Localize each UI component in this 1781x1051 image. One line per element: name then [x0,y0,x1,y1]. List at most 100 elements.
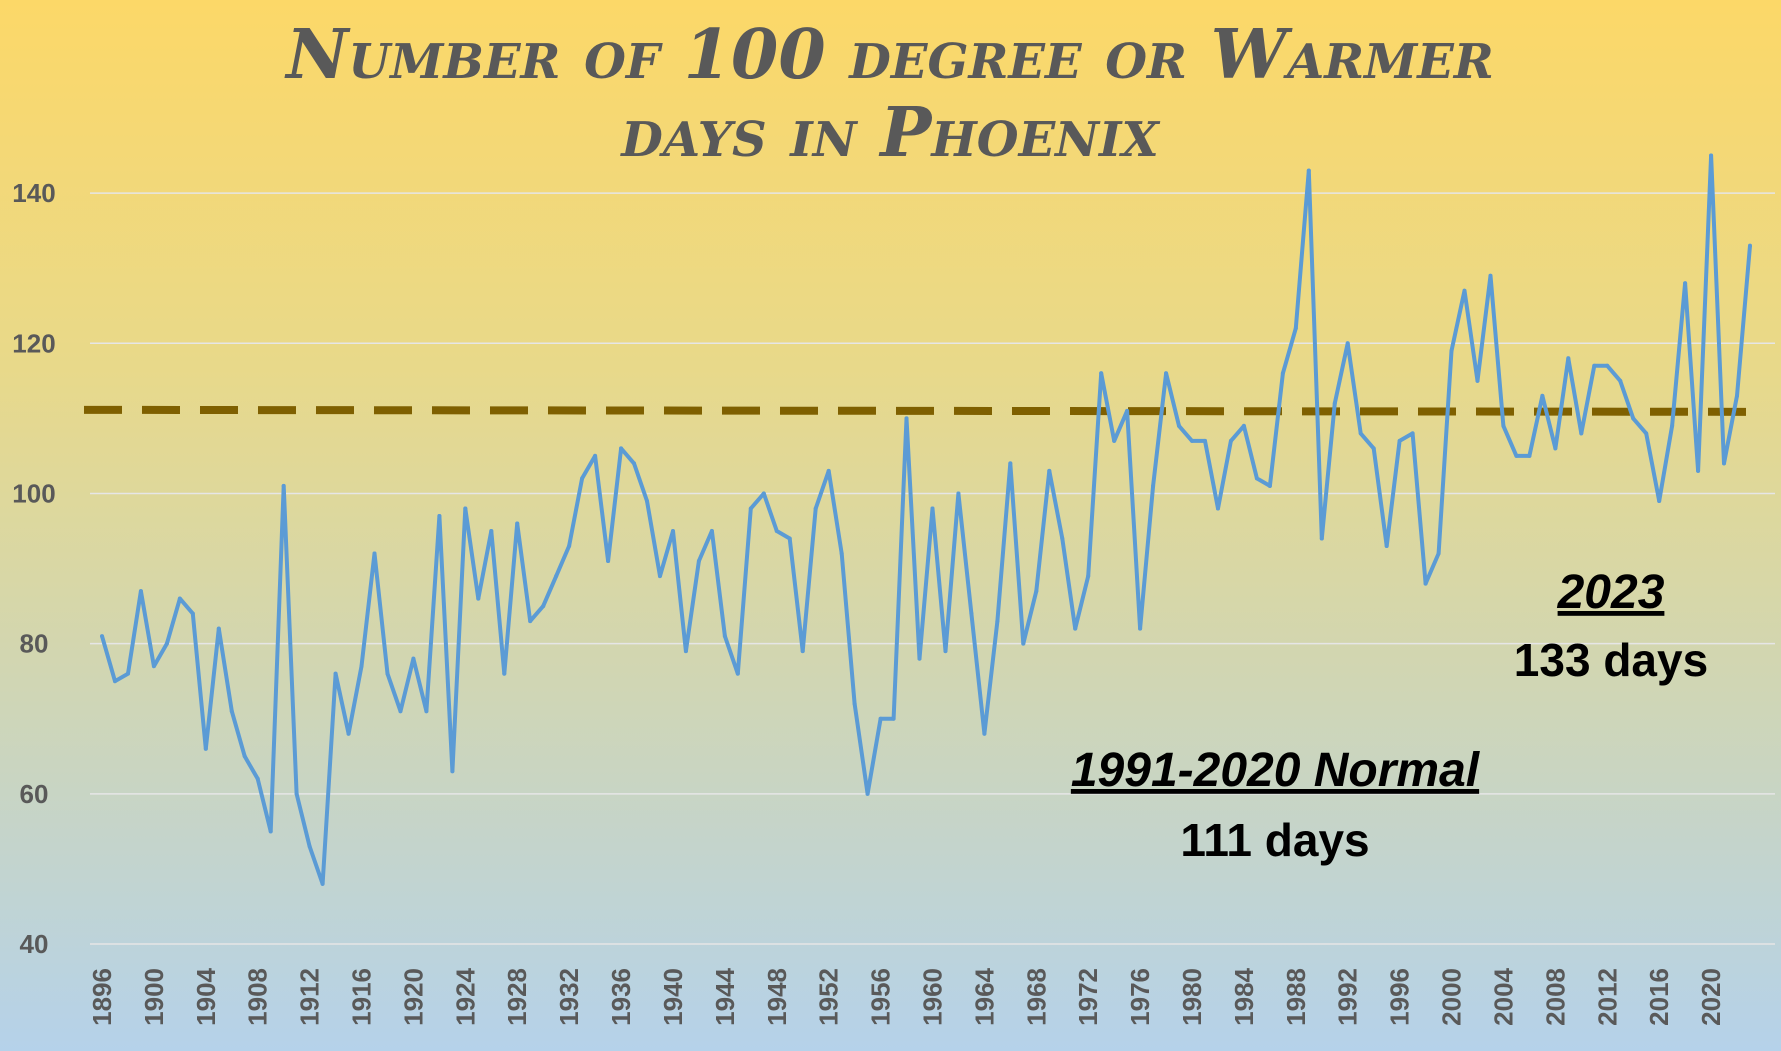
data-point-1917 [372,551,377,556]
y-tick-label: 100 [12,478,55,508]
data-point-1938 [645,498,650,503]
normal-reference [83,405,1753,416]
x-tick-label: 1968 [1021,968,1051,1026]
series-line [100,153,1752,886]
data-point-1903 [190,611,195,616]
data-point-2004 [1501,423,1506,428]
data-point-2006 [1527,453,1532,458]
data-point-1931 [554,574,559,579]
data-point-1997 [1410,431,1415,436]
y-tick-label: 140 [12,178,55,208]
data-point-1989 [1306,168,1311,173]
data-point-1965 [995,619,1000,624]
data-point-2005 [1514,453,1519,458]
x-tick-label: 1900 [139,968,169,1026]
data-point-2008 [1553,446,1558,451]
data-point-1960 [930,506,935,511]
data-point-2012 [1605,363,1610,368]
x-tick-label: 1996 [1385,968,1415,1026]
data-point-1912 [307,844,312,849]
y-axis-tick-labels: 40 60 80 100 120 140 [12,178,55,959]
x-tick-label: 2020 [1696,968,1726,1026]
data-point-1964 [982,731,987,736]
x-tick-label: 2008 [1540,968,1570,1026]
data-point-1909 [268,829,273,834]
x-axis-tick-labels: 1896 1900 1904 1908 1912 1916 1920 1924 1928 1932… [87,967,1726,1025]
data-point-1941 [683,649,688,654]
latest-annotation-title: 2023 [1557,566,1665,619]
x-tick-label: 1972 [1073,968,1103,1026]
data-point-1996 [1397,438,1402,443]
chart-title-line2: days in Phoenix [619,93,1160,173]
data-point-1944 [722,634,727,639]
data-point-1939 [657,574,662,579]
x-tick-label: 1940 [658,968,688,1026]
data-point-1922 [437,513,442,518]
data-point-2022 [1735,393,1740,398]
data-point-1945 [735,671,740,676]
data-point-1952 [826,468,831,473]
x-tick-label: 2012 [1592,968,1622,1026]
x-tick-label: 1988 [1281,968,1311,1026]
data-point-1932 [567,544,572,549]
normal-annotation-title: 1991-2020 Normal [1071,744,1481,797]
x-tick-label: 1944 [710,967,740,1025]
data-point-2007 [1540,393,1545,398]
data-point-1963 [969,611,974,616]
y-tick-label: 120 [12,328,55,358]
data-point-2001 [1462,288,1467,293]
data-point-1926 [489,529,494,533]
data-point-1979 [1177,423,1182,428]
data-point-1976 [1138,626,1143,631]
data-point-1915 [346,731,351,736]
data-point-1978 [1164,371,1169,376]
data-point-1899 [138,589,143,594]
data-point-1953 [839,551,844,556]
data-point-1971 [1073,626,1078,631]
data-point-1987 [1280,371,1285,376]
x-tick-label: 1928 [502,968,532,1026]
data-point-1942 [696,559,701,564]
x-tick-label: 1952 [814,968,844,1026]
y-tick-label: 60 [20,779,49,809]
data-point-1954 [852,701,857,706]
data-point-1992 [1345,341,1350,346]
data-point-2019 [1696,468,1701,473]
data-point-1973 [1099,371,1104,376]
data-point-1959 [917,656,922,661]
data-point-1991 [1332,401,1337,406]
data-point-2015 [1644,431,1649,436]
x-tick-label: 1932 [554,968,584,1026]
x-tick-label: 1984 [1229,967,1259,1025]
series-layer [100,153,1752,886]
data-point-1970 [1060,536,1065,541]
x-tick-label: 2016 [1644,968,1674,1026]
data-point-1923 [450,769,455,774]
data-point-1935 [606,559,611,564]
x-tick-label: 1912 [295,968,325,1026]
y-tick-label: 80 [20,629,49,659]
data-point-1937 [632,461,637,466]
data-point-2021 [1722,461,1727,466]
data-point-1934 [593,453,598,458]
data-point-2020 [1709,153,1714,158]
data-point-1955 [865,791,870,796]
data-point-1990 [1319,536,1324,541]
data-point-1900 [151,664,156,669]
normal-annotation-value: 111 days [1180,814,1369,866]
data-point-1910 [281,483,286,488]
data-point-1913 [320,881,325,886]
data-point-1998 [1423,581,1428,586]
chart-title-line1: Number of 100 degree or Warmer [284,15,1493,95]
data-point-1916 [359,664,364,669]
x-tick-label: 1948 [762,968,792,1026]
data-point-1974 [1112,438,1117,443]
data-point-1908 [255,776,260,781]
data-point-1919 [398,709,403,714]
data-point-2016 [1657,498,1662,503]
gridlines [90,192,1775,945]
data-point-1968 [1034,589,1039,594]
data-point-2002 [1475,378,1480,383]
x-tick-label: 1964 [969,967,999,1025]
